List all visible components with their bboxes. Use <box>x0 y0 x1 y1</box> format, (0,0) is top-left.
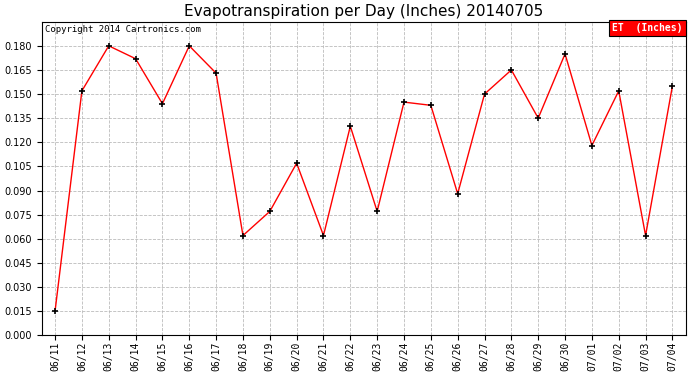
Title: Evapotranspiration per Day (Inches) 20140705: Evapotranspiration per Day (Inches) 2014… <box>184 4 543 19</box>
Text: Copyright 2014 Cartronics.com: Copyright 2014 Cartronics.com <box>45 25 201 34</box>
Text: ET  (Inches): ET (Inches) <box>612 23 682 33</box>
